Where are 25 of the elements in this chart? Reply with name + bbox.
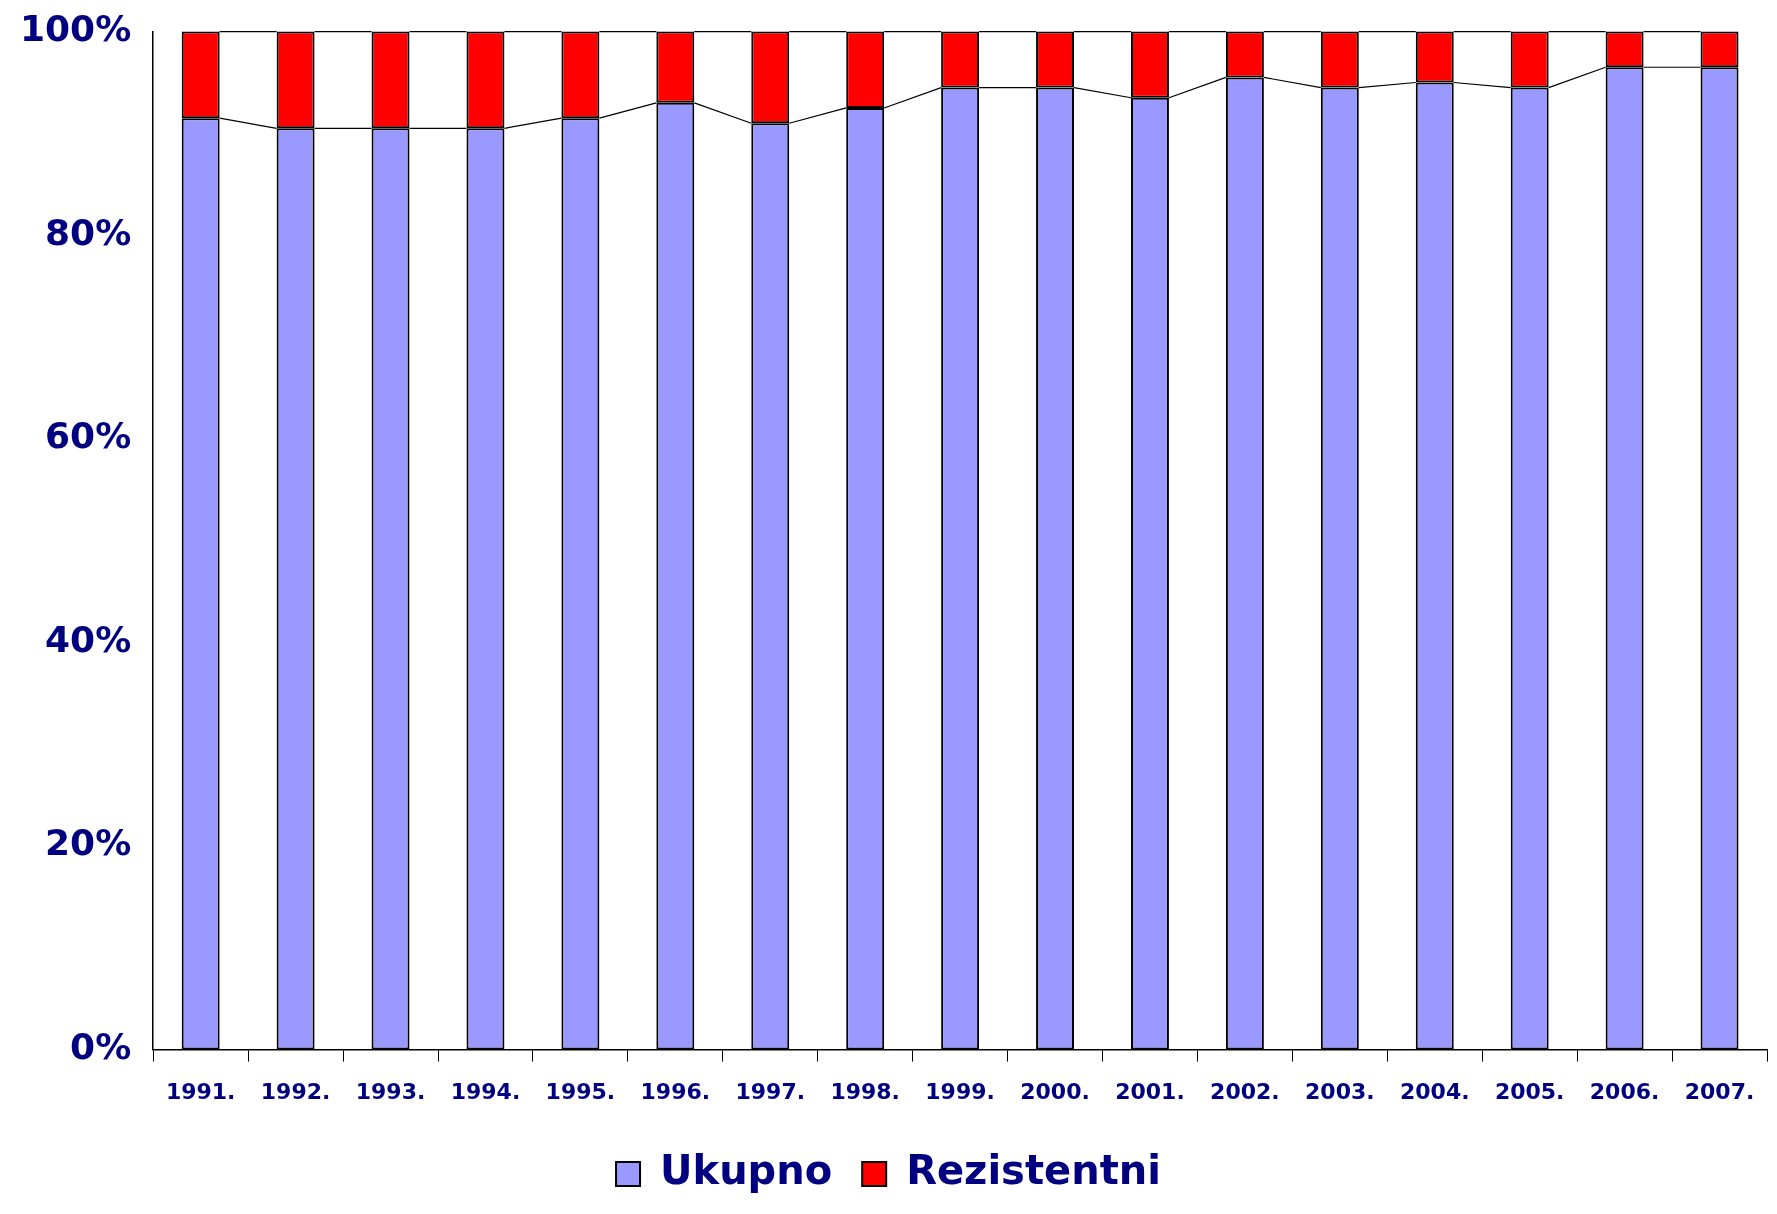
legend-label: Ukupno — [660, 1147, 833, 1194]
x-tick-label: 2005. — [1494, 1078, 1565, 1104]
legend-label: Rezistentni — [906, 1147, 1161, 1194]
y-tick-label: 40% — [45, 618, 132, 660]
x-tick-label: 2004. — [1399, 1078, 1470, 1104]
x-tick-label: 1999. — [925, 1078, 995, 1104]
x-tick-label: 1991. — [165, 1078, 236, 1104]
x-tick-label: 2006. — [1589, 1078, 1660, 1104]
x-tick-label: 2002. — [1210, 1078, 1280, 1104]
y-tick-label: 100% — [20, 7, 132, 49]
x-tick-label: 1995. — [545, 1078, 616, 1104]
x-tick-label: 1992. — [260, 1078, 331, 1104]
y-tick-label: 80% — [45, 211, 132, 253]
y-tick-label: 60% — [45, 415, 132, 457]
x-tick-label: 2000. — [1020, 1078, 1090, 1104]
x-tick-label: 2003. — [1305, 1078, 1375, 1104]
x-tick-label: 2007. — [1684, 1078, 1755, 1104]
x-tick-label: 1994. — [450, 1078, 521, 1104]
y-tick-label: 20% — [45, 822, 132, 864]
x-tick-label: 1998. — [830, 1078, 900, 1104]
x-tick-label: 1997. — [735, 1078, 806, 1104]
y-tick-label: 0% — [70, 1025, 132, 1067]
x-tick-label: 1996. — [640, 1078, 711, 1104]
x-tick-label: 1993. — [355, 1078, 426, 1104]
x-tick-label: 2001. — [1115, 1078, 1185, 1104]
